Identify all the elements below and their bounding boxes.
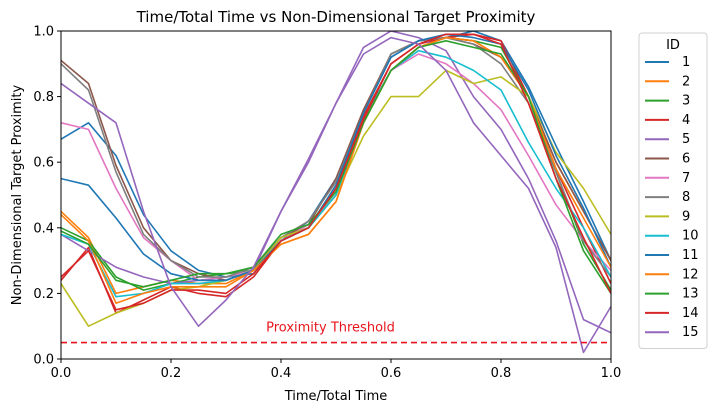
x-tick-label: 1.0: [601, 366, 622, 381]
x-tick-label: 0.6: [381, 366, 402, 381]
legend-label-15: 15: [682, 325, 699, 340]
legend-label-6: 6: [682, 152, 690, 167]
legend-box: [638, 32, 708, 349]
legend-label-7: 7: [682, 171, 690, 186]
threshold-label: Proximity Threshold: [266, 321, 395, 336]
series-line-9: [61, 69, 611, 327]
legend-label-10: 10: [682, 229, 699, 244]
y-axis-label: Non-Dimensional Target Proximity: [10, 85, 25, 306]
series-line-1: [61, 31, 611, 278]
plot-area: Proximity Threshold 0.0 0.2 0.4 0.6 0.8 1.0 0.0…: [33, 25, 621, 382]
x-axis-label: Time/Total Time: [284, 389, 388, 404]
y-tick-label: 0.8: [33, 90, 54, 105]
legend-label-2: 2: [682, 74, 690, 89]
legend-label-12: 12: [682, 267, 699, 282]
legend-label-4: 4: [682, 113, 690, 128]
legend-label-1: 1: [682, 55, 690, 70]
series-line-12: [61, 36, 611, 304]
x-tick-label: 0.2: [161, 366, 182, 381]
legend-label-13: 13: [682, 287, 699, 302]
series-lines: [61, 31, 611, 354]
y-tick-label: 0.6: [33, 156, 54, 171]
legend-label-14: 14: [682, 306, 699, 321]
x-tick-label: 0.8: [491, 366, 512, 381]
chart-title: Time/Total Time vs Non-Dimensional Targe…: [136, 8, 536, 26]
legend-title: ID: [666, 38, 680, 53]
y-tick-label: 0.4: [33, 221, 54, 236]
legend-label-11: 11: [682, 248, 699, 263]
series-line-3: [61, 36, 611, 291]
legend-label-5: 5: [682, 132, 690, 147]
series-line-2: [61, 36, 611, 295]
series-line-11: [61, 33, 611, 282]
series-line-10: [61, 49, 611, 298]
legend-label-3: 3: [682, 94, 690, 109]
series-line-6: [61, 36, 611, 282]
series-line-15: [61, 36, 611, 354]
plot-frame: [60, 30, 612, 360]
legend-label-9: 9: [682, 209, 690, 224]
series-line-14: [61, 33, 611, 311]
series-line-4: [61, 33, 611, 314]
series-line-8: [61, 36, 611, 278]
y-tick-label: 0.0: [33, 353, 54, 368]
series-line-13: [61, 40, 611, 294]
x-tick-label: 0.4: [271, 366, 292, 381]
y-tick-label: 0.2: [33, 287, 54, 302]
y-tick-label: 1.0: [33, 25, 54, 40]
x-tick-label: 0.0: [51, 366, 72, 381]
legend-label-8: 8: [682, 190, 690, 205]
